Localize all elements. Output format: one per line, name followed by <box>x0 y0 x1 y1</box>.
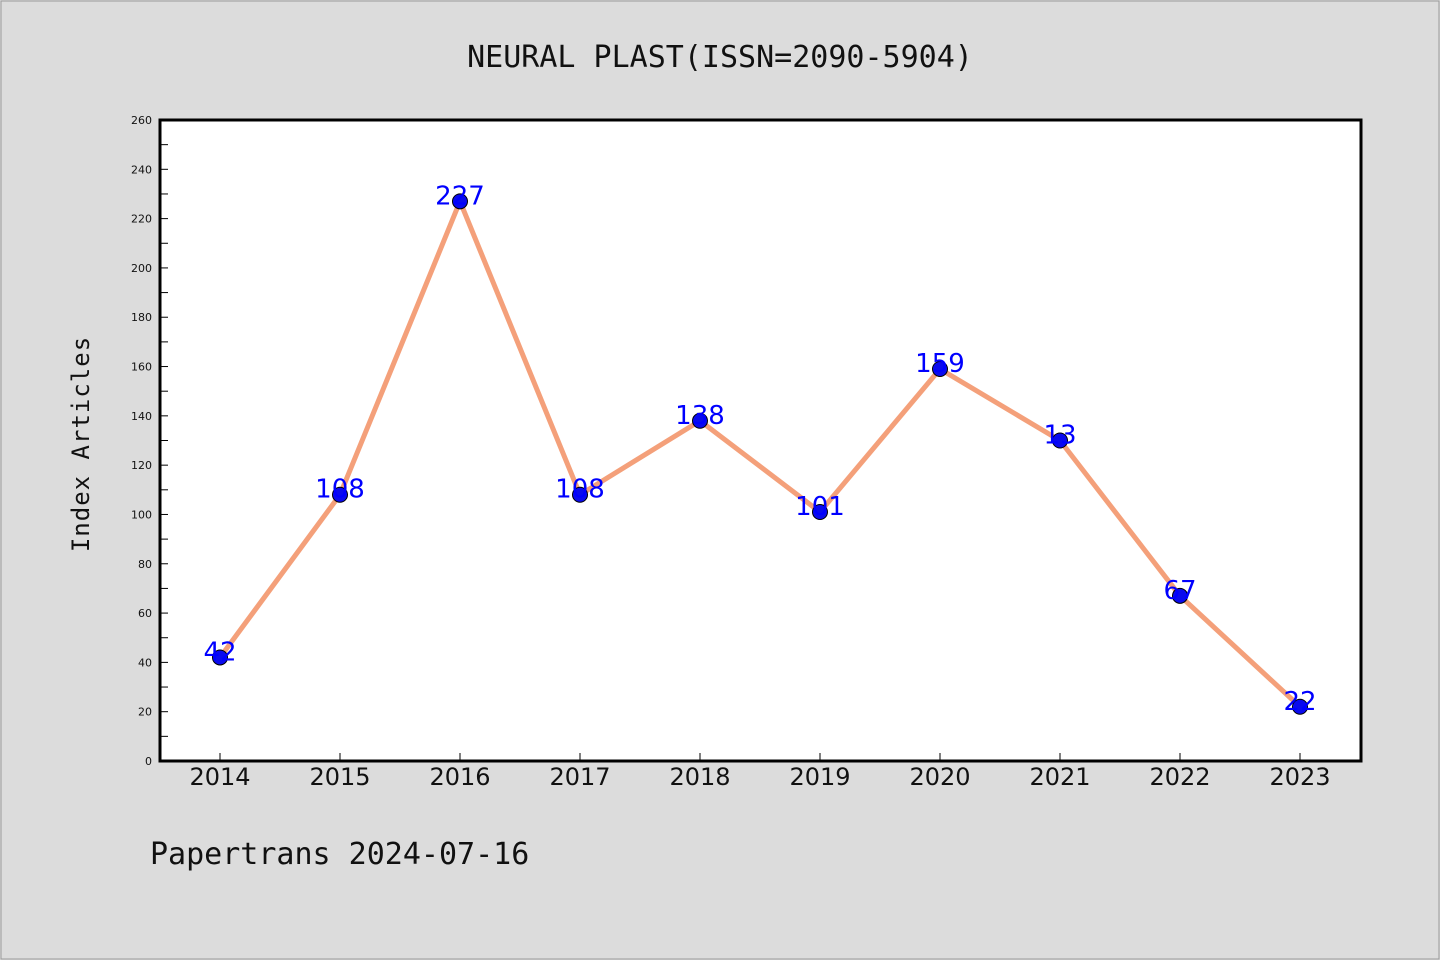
data-label: 138 <box>675 401 725 431</box>
data-label: 108 <box>315 475 365 505</box>
x-tick-label: 2017 <box>549 763 610 791</box>
y-tick-label: 100 <box>131 508 152 521</box>
y-tick-label: 220 <box>131 213 152 226</box>
x-tick-label: 2023 <box>1269 763 1330 791</box>
data-point <box>212 649 228 666</box>
data-label: 42 <box>203 637 236 667</box>
y-tick-label: 60 <box>138 607 152 620</box>
plot-frame <box>158 118 1363 763</box>
y-tick-label: 160 <box>131 361 152 374</box>
x-tick-label: 2021 <box>1029 763 1090 791</box>
data-point <box>572 486 588 503</box>
data-label: 227 <box>435 181 485 211</box>
x-tick-label: 2014 <box>189 763 250 791</box>
y-tick-label: 240 <box>131 163 152 176</box>
x-tick-label: 2022 <box>1149 763 1210 791</box>
data-point <box>932 361 948 378</box>
x-tick-label: 2020 <box>909 763 970 791</box>
data-point <box>1292 698 1308 715</box>
data-labels: 42 108 227 108 138 101 159 13 67 22 <box>203 181 1316 716</box>
x-axis: 2014 2015 2016 2017 2018 2019 2020 2021 2022 2023 <box>189 753 1331 791</box>
data-label: 67 <box>1163 576 1196 606</box>
y-tick-label: 180 <box>131 311 152 324</box>
x-tick-label: 2019 <box>789 763 850 791</box>
y-tick-label: 140 <box>131 410 152 423</box>
y-tick-label: 260 <box>131 114 152 127</box>
data-label: 108 <box>555 475 605 505</box>
x-tick-label: 2018 <box>669 763 730 791</box>
data-label: 13 <box>1043 421 1076 451</box>
y-tick-label: 200 <box>131 262 152 275</box>
y-tick-label: 20 <box>138 706 152 719</box>
footer-text: Papertrans 2024-07-16 <box>150 837 529 872</box>
series-line <box>217 198 1302 709</box>
y-tick-label: 80 <box>138 558 152 571</box>
plot-area <box>160 120 1361 761</box>
series-markers <box>212 193 1308 715</box>
data-label: 101 <box>795 492 845 522</box>
y-axis: 0 20 40 60 80 100 120 140 160 180 200 220 240 260 <box>131 114 168 768</box>
y-tick-label: 0 <box>145 755 152 768</box>
data-point <box>692 412 708 429</box>
y-tick-label: 40 <box>138 656 152 669</box>
y-axis-label: Index Articles <box>67 336 95 552</box>
data-point <box>452 193 468 210</box>
data-point <box>1052 432 1068 449</box>
x-tick-label: 2016 <box>429 763 490 791</box>
y-tick-label: 120 <box>131 459 152 472</box>
data-point <box>812 503 828 520</box>
chart-title: NEURAL PLAST(ISSN=2090-5904) <box>467 40 973 75</box>
data-point <box>1172 587 1188 604</box>
data-label: 159 <box>915 349 965 379</box>
data-point <box>332 486 348 503</box>
data-label: 22 <box>1283 687 1316 717</box>
x-tick-label: 2015 <box>309 763 370 791</box>
